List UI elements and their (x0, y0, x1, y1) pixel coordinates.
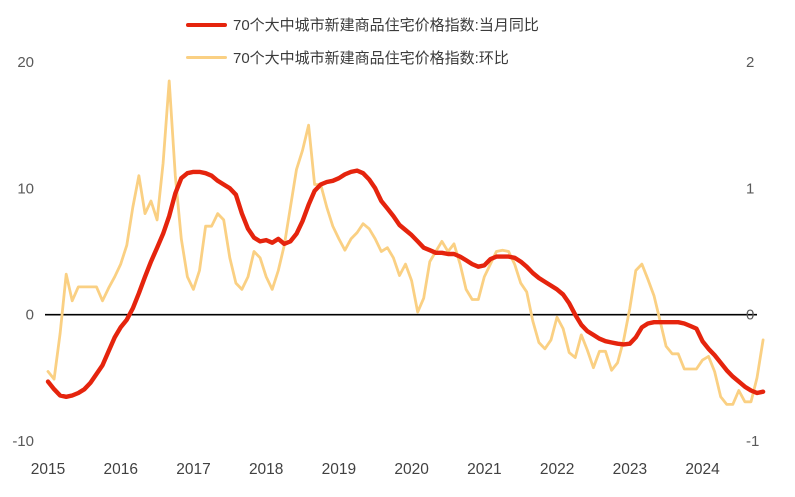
y-axis-left-tick: 20 (17, 54, 34, 71)
mom-line-series (46, 79, 765, 406)
yoy-line-series (45, 168, 766, 399)
y-axis-right-tick: 1 (746, 180, 754, 197)
x-axis-year-label: 2024 (685, 461, 720, 478)
legend-label-yoy: 70个大中城市新建商品住宅价格指数:当月同比 (233, 17, 539, 34)
y-axis-right-tick: 2 (746, 54, 754, 71)
y-axis-right-tick: -1 (746, 433, 759, 450)
y-axis-left-tick: 10 (17, 180, 34, 197)
x-axis-year-label: 2016 (103, 461, 137, 478)
legend-label-mom: 70个大中城市新建商品住宅价格指数:环比 (233, 50, 509, 67)
legend-swatch-yoy-icon (186, 22, 227, 27)
x-axis-year-label: 2021 (467, 461, 501, 478)
x-axis-year-label: 2017 (176, 461, 210, 478)
x-axis-year-label: 2015 (31, 461, 65, 478)
legend-swatch-mom-icon (186, 56, 227, 59)
legend-item-mom: 70个大中城市新建商品住宅价格指数:环比 (186, 49, 539, 67)
y-axis-right-tick: 0 (746, 307, 754, 324)
x-axis-year-label: 2019 (322, 461, 356, 478)
legend-item-yoy: 70个大中城市新建商品住宅价格指数:当月同比 (186, 16, 539, 34)
x-axis-year-label: 2023 (613, 461, 647, 478)
x-axis-year-label: 2020 (394, 461, 429, 478)
y-axis-left-tick: 0 (26, 307, 34, 324)
x-axis-year-label: 2022 (540, 461, 574, 478)
x-axis-year-label: 2018 (249, 461, 283, 478)
y-axis-left-tick: -10 (12, 433, 34, 450)
legend: 70个大中城市新建商品住宅价格指数:当月同比 70个大中城市新建商品住宅价格指数… (186, 16, 539, 82)
